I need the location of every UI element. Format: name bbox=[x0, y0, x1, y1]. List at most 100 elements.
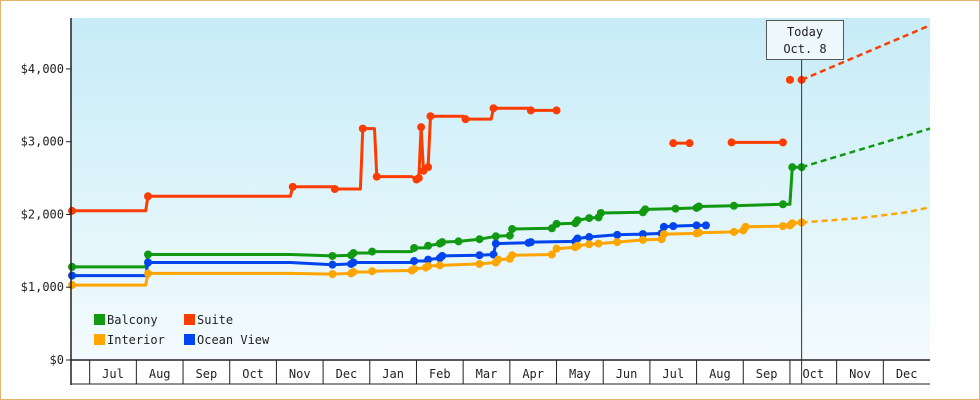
data-point bbox=[694, 228, 703, 237]
series-line-suite bbox=[71, 106, 557, 213]
data-point bbox=[526, 106, 535, 115]
data-point bbox=[641, 205, 650, 214]
today-date: Oct. 8 bbox=[783, 42, 827, 56]
data-point bbox=[144, 269, 153, 278]
data-point bbox=[685, 139, 694, 148]
data-point bbox=[438, 238, 447, 247]
data-point bbox=[426, 112, 435, 121]
data-point bbox=[417, 123, 426, 132]
y-tick-label: $1,000 bbox=[21, 280, 64, 294]
data-point bbox=[68, 281, 76, 290]
x-tick-label: Oct bbox=[802, 367, 824, 381]
data-point bbox=[778, 222, 787, 231]
data-point bbox=[638, 235, 647, 244]
x-tick-label: Sep bbox=[196, 367, 218, 381]
data-point bbox=[659, 230, 668, 239]
data-point bbox=[729, 227, 738, 236]
data-point bbox=[526, 238, 535, 247]
series-forecast bbox=[801, 127, 931, 169]
y-tick-label: $2,000 bbox=[21, 207, 64, 221]
series-forecast bbox=[801, 24, 931, 82]
x-tick-label: Nov bbox=[289, 367, 311, 381]
data-point bbox=[328, 260, 337, 269]
data-point bbox=[144, 250, 153, 259]
legend-swatch bbox=[184, 314, 195, 325]
data-point bbox=[669, 222, 678, 231]
today-label: Today bbox=[786, 25, 824, 39]
data-point bbox=[424, 241, 433, 250]
data-point bbox=[671, 204, 680, 213]
plot-area bbox=[71, 18, 930, 360]
data-point bbox=[368, 267, 377, 276]
data-point bbox=[438, 251, 447, 260]
data-point bbox=[594, 239, 603, 248]
x-tick-label: Aug bbox=[709, 367, 731, 381]
data-point bbox=[741, 222, 750, 231]
legend-label: Suite bbox=[197, 313, 233, 327]
x-tick-label: Apr bbox=[522, 367, 544, 381]
data-point bbox=[410, 257, 419, 266]
x-tick-label: Aug bbox=[149, 367, 171, 381]
data-point bbox=[414, 174, 423, 183]
data-point bbox=[144, 258, 153, 267]
y-tick-label: $0 bbox=[50, 353, 64, 367]
data-point bbox=[489, 250, 498, 259]
y-tick-label: $3,000 bbox=[21, 135, 64, 149]
data-point bbox=[547, 250, 556, 259]
data-point bbox=[659, 222, 668, 231]
data-point bbox=[508, 251, 517, 260]
data-point bbox=[788, 163, 797, 172]
data-point bbox=[785, 75, 794, 84]
data-point bbox=[788, 219, 797, 228]
data-point bbox=[491, 239, 500, 248]
data-point bbox=[328, 270, 337, 279]
data-point bbox=[461, 115, 470, 124]
data-point bbox=[613, 238, 622, 247]
legend-label: Interior bbox=[107, 333, 165, 347]
data-point bbox=[410, 243, 419, 252]
data-point bbox=[552, 219, 561, 228]
data-point bbox=[68, 262, 76, 271]
x-tick-label: Feb bbox=[429, 367, 451, 381]
data-point bbox=[475, 251, 484, 260]
data-point bbox=[68, 206, 76, 215]
data-point bbox=[573, 234, 582, 243]
data-point bbox=[508, 225, 517, 234]
data-point bbox=[424, 163, 433, 172]
x-tick-label: Dec bbox=[336, 367, 358, 381]
data-point bbox=[692, 221, 701, 230]
legend-swatch bbox=[94, 334, 105, 345]
data-point bbox=[596, 209, 605, 218]
x-tick-label: Sep bbox=[756, 367, 778, 381]
data-point bbox=[552, 106, 561, 115]
data-point bbox=[368, 247, 377, 256]
data-point bbox=[669, 139, 678, 148]
data-point bbox=[424, 255, 433, 264]
data-point bbox=[330, 185, 339, 193]
data-point bbox=[475, 235, 484, 244]
data-point bbox=[727, 138, 736, 147]
data-point bbox=[729, 201, 738, 210]
legend-swatch bbox=[94, 314, 105, 325]
data-point bbox=[475, 259, 484, 268]
data-point bbox=[638, 230, 647, 239]
legend-swatch bbox=[184, 334, 195, 345]
data-point bbox=[68, 271, 76, 280]
data-point bbox=[424, 262, 433, 271]
data-point bbox=[435, 261, 444, 270]
x-tick-label: Jun bbox=[616, 367, 638, 381]
data-point bbox=[505, 231, 514, 240]
data-point bbox=[489, 104, 498, 113]
data-point bbox=[585, 233, 594, 242]
x-tick-label: Jul bbox=[662, 367, 684, 381]
data-point bbox=[358, 124, 367, 133]
x-tick-label: Nov bbox=[849, 367, 871, 381]
x-tick-label: Jan bbox=[382, 367, 404, 381]
data-point bbox=[701, 221, 710, 230]
data-point bbox=[288, 182, 297, 191]
data-point bbox=[454, 237, 463, 246]
data-point bbox=[585, 240, 594, 249]
legend-label: Balcony bbox=[107, 313, 158, 327]
data-point bbox=[585, 214, 594, 223]
